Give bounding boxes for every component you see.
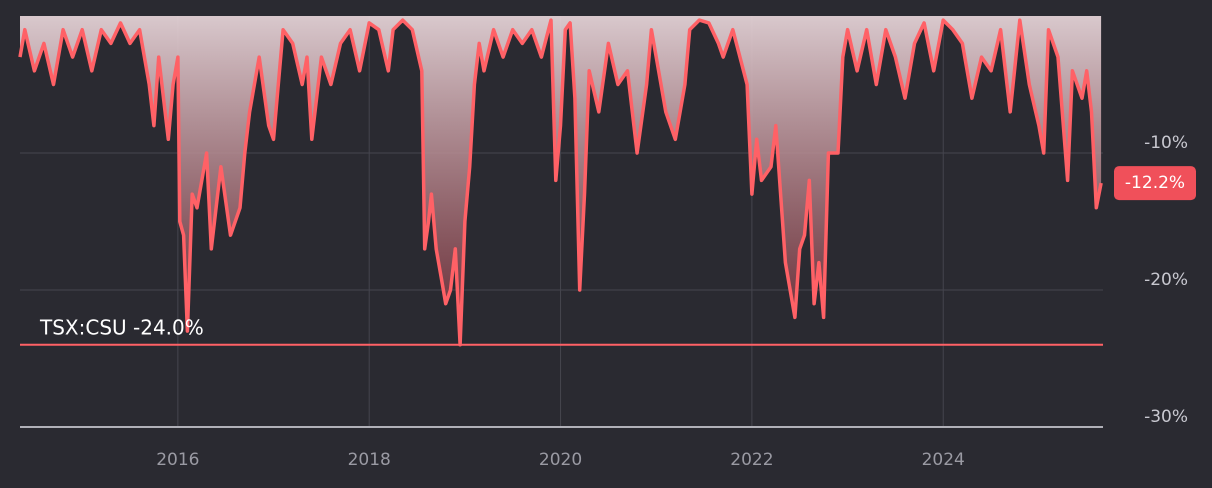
x-tick-label: 2016 [156, 450, 199, 470]
y-tick-label: -10% [1144, 133, 1188, 153]
current-badge [1114, 166, 1196, 201]
line [18, 18, 1103, 347]
x-tick-label: 2020 [539, 450, 582, 470]
x-tick-label: 2022 [730, 450, 773, 470]
x-tick-label: 2018 [348, 450, 391, 470]
max-drawdown-label: TSX:CSU -24.0% [39, 315, 204, 339]
y-tick-label: -30% [1144, 407, 1188, 427]
y-tick-label: -20% [1144, 270, 1188, 290]
x-tick-label: 2024 [922, 450, 965, 470]
current-label: -12.2% [1125, 173, 1185, 193]
area-fill [20, 16, 1102, 345]
